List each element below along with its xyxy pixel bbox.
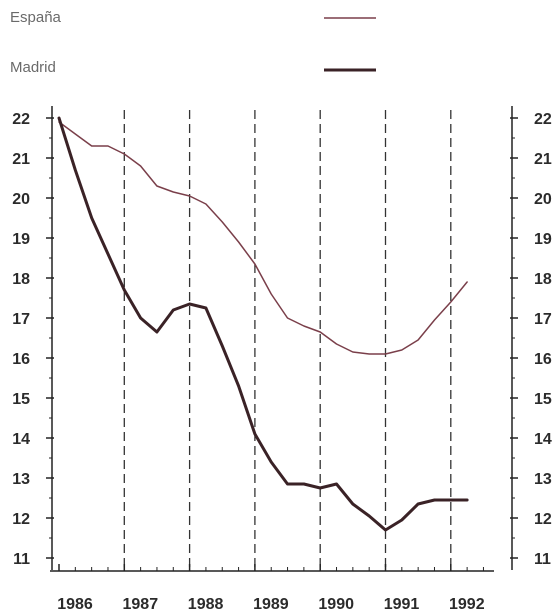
ytick-label-left-13: 13 xyxy=(12,471,30,488)
xtick-label-1989: 1989 xyxy=(253,596,289,613)
ytick-label-left-19: 19 xyxy=(12,231,30,248)
ytick-label-right-13: 13 xyxy=(534,471,552,488)
ytick-label-left-12: 12 xyxy=(12,511,30,528)
ytick-label-right-16: 16 xyxy=(534,351,552,368)
ytick-label-right-21: 21 xyxy=(534,151,552,168)
series-line-espa-a xyxy=(58,121,468,355)
xtick-label-1986: 1986 xyxy=(57,596,93,613)
ytick-label-right-15: 15 xyxy=(534,391,552,408)
ytick-label-left-17: 17 xyxy=(12,311,30,328)
ytick-label-left-20: 20 xyxy=(12,191,30,208)
ytick-label-right-11: 11 xyxy=(534,551,551,568)
xtick-label-1987: 1987 xyxy=(123,596,159,613)
ytick-label-left-16: 16 xyxy=(12,351,30,368)
y-axis-right-ticks: 11 12 13 14 15 16 17 18 19 20 21 22 xyxy=(510,111,552,568)
ytick-label-right-17: 17 xyxy=(534,311,552,328)
ytick-label-right-12: 12 xyxy=(534,511,552,528)
xtick-label-1991: 1991 xyxy=(384,596,420,613)
ytick-label-left-18: 18 xyxy=(12,271,30,288)
ytick-label-left-21: 21 xyxy=(12,151,30,168)
xtick-label-1992: 1992 xyxy=(449,596,485,613)
xtick-label-1988: 1988 xyxy=(188,596,224,613)
legend-label-espana: España xyxy=(10,9,62,26)
series xyxy=(57,116,469,532)
ytick-label-left-14: 14 xyxy=(12,431,30,448)
ytick-label-right-14: 14 xyxy=(534,431,552,448)
xtick-label-1990: 1990 xyxy=(318,596,354,613)
ytick-label-right-19: 19 xyxy=(534,231,552,248)
ytick-label-left-22: 22 xyxy=(12,111,30,128)
ytick-label-right-20: 20 xyxy=(534,191,552,208)
series-line-madrid xyxy=(57,116,469,532)
ytick-label-right-22: 22 xyxy=(534,111,552,128)
legend-label-madrid: Madrid xyxy=(10,59,56,76)
y-axis-left-ticks: 11 12 13 14 15 16 17 18 19 20 21 22 xyxy=(12,111,54,568)
legend: España Madrid xyxy=(10,9,376,76)
ytick-label-left-11: 11 xyxy=(13,551,30,568)
x-axis-ticks: 1986 1987 1988 1989 1990 1991 1992 xyxy=(57,564,485,613)
ytick-label-left-15: 15 xyxy=(12,391,30,408)
ytick-label-right-18: 18 xyxy=(534,271,552,288)
grid xyxy=(123,110,452,571)
